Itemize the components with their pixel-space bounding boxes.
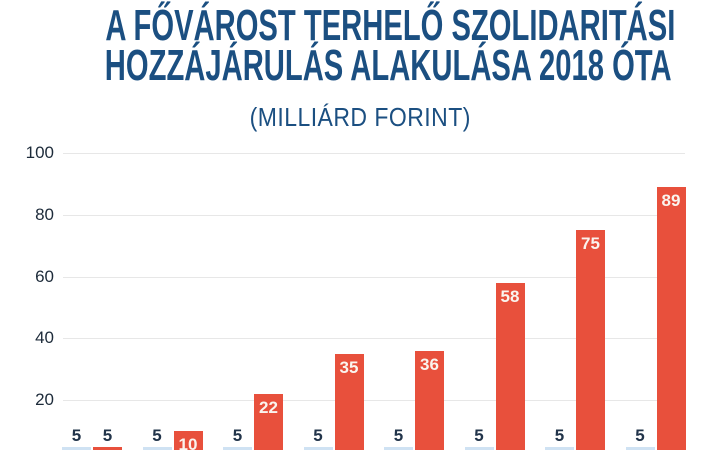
bar-contribution: [495, 282, 525, 450]
bar-value-label: 5: [152, 425, 162, 445]
gridline: [63, 214, 685, 216]
bar-value-label: 5: [71, 425, 82, 445]
bar-baseline: [625, 446, 655, 450]
bar-value-label: 89: [661, 191, 681, 210]
bar-contribution: [93, 446, 122, 450]
bar-baseline: [464, 446, 494, 450]
bar-value-label: 35: [339, 357, 359, 377]
chart-title-line: HOZZÁJÁRULÁS ALAKULÁSA 2018 ÓTA: [0, 41, 720, 90]
bar-contribution: [576, 230, 605, 450]
bar-baseline: [384, 446, 413, 450]
bar-value-label: 5: [635, 425, 645, 445]
bar-value-label: 5: [102, 425, 113, 445]
bar-contribution: [656, 187, 686, 450]
bar-value-label: 5: [393, 425, 404, 445]
bar-baseline: [142, 446, 172, 450]
bar-value-label: 22: [259, 398, 278, 417]
bar-value-label: 58: [500, 286, 520, 306]
chart-title-line1-text: A FŐVÁROST TERHELŐ SZOLIDARITÁSI: [105, 1, 676, 50]
gridline: [63, 153, 685, 154]
y-axis-tick-label: 40: [35, 328, 54, 348]
gridline: [63, 338, 685, 340]
chart-title-line2-text: HOZZÁJÁRULÁS ALAKULÁSA 2018 ÓTA: [104, 41, 672, 90]
bar-contribution: [173, 431, 203, 450]
chart-title-line: A FŐVÁROST TERHELŐ SZOLIDARITÁSI: [0, 1, 720, 50]
bar-value-label: 5: [313, 425, 323, 445]
y-axis-tick-label: 60: [35, 266, 54, 286]
y-axis-tick-label: 100: [25, 143, 54, 162]
gridline: [63, 400, 685, 402]
y-axis-tick-label: 20: [35, 390, 54, 410]
chart-subtitle-text: (MILLIÁRD FORINT): [249, 103, 471, 133]
bar-value-label: 36: [420, 354, 439, 374]
bar-value-label: 5: [554, 425, 565, 445]
chart-title: A FŐVÁROST TERHELŐ SZOLIDARITÁSI HOZZÁJÁ…: [0, 1, 720, 90]
bar-value-label: 10: [178, 435, 198, 450]
bar-contribution: [415, 350, 444, 450]
bar-contribution: [254, 394, 283, 450]
bar-baseline: [62, 446, 91, 450]
gridline: [63, 276, 685, 278]
y-axis-tick-label: 80: [35, 204, 54, 224]
chart-subtitle: (MILLIÁRD FORINT): [0, 103, 720, 133]
bar-value-label: 5: [232, 425, 243, 445]
bar-value-label: 75: [581, 234, 600, 254]
bar-baseline: [223, 446, 252, 450]
bar-baseline: [303, 446, 333, 450]
bar-baseline: [545, 446, 574, 450]
bar-contribution: [334, 353, 364, 450]
bar-value-label: 5: [474, 425, 484, 445]
